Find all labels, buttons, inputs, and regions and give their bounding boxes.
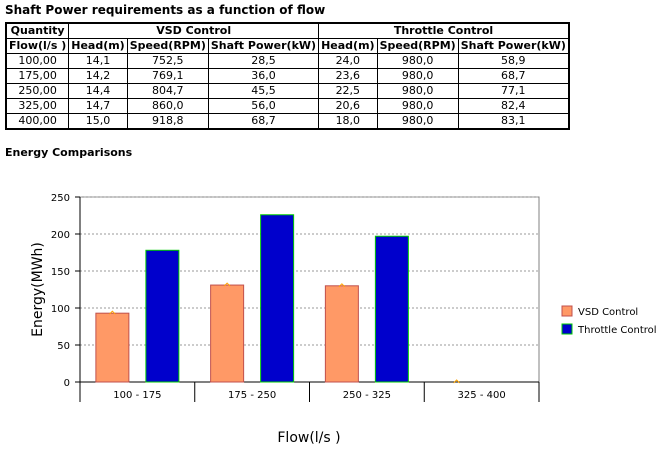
table-cell: 15,0 bbox=[68, 113, 128, 130]
column-header: Head(m) bbox=[68, 38, 128, 54]
table-cell: 23,6 bbox=[318, 68, 378, 84]
table-cell: 68,7 bbox=[207, 113, 320, 130]
column-header: Speed(RPM) bbox=[126, 38, 209, 54]
bar bbox=[145, 249, 180, 383]
bar-marker bbox=[109, 310, 116, 315]
table-cell: 82,4 bbox=[457, 98, 570, 114]
y-axis-title: Energy(MWh) bbox=[30, 242, 46, 337]
table-cell: 980,0 bbox=[376, 83, 459, 99]
legend-label: Throttle Control bbox=[577, 325, 657, 336]
table-cell: 14,7 bbox=[68, 98, 128, 114]
y-tick-label: 0 bbox=[64, 378, 70, 389]
bar bbox=[260, 214, 295, 383]
bar-marker bbox=[223, 282, 231, 287]
y-tick-label: 50 bbox=[57, 341, 70, 352]
bar bbox=[324, 285, 359, 383]
x-tick-label: 325 - 400 bbox=[458, 390, 506, 401]
table-cell: 980,0 bbox=[376, 113, 459, 130]
bar bbox=[210, 284, 245, 383]
x-axis-title: Flow(l/s ) bbox=[277, 430, 340, 446]
table-cell: 83,1 bbox=[457, 113, 570, 130]
table-cell: 769,1 bbox=[126, 68, 209, 84]
table-cell: 14,4 bbox=[68, 83, 128, 99]
y-tick-label: 200 bbox=[51, 230, 70, 241]
legend-label: VSD Control bbox=[578, 307, 638, 318]
legend-swatch bbox=[561, 305, 573, 317]
x-tick-label: 100 - 175 bbox=[113, 390, 161, 401]
bar bbox=[374, 235, 409, 383]
page-title: Shaft Power requirements as a function o… bbox=[5, 3, 326, 17]
table-row: 175,00 14,2 769,1 36,0 23,6 980,0 68,7 bbox=[5, 68, 570, 84]
table-cell: 56,0 bbox=[207, 98, 320, 114]
table-cell: 18,0 bbox=[318, 113, 378, 130]
table-cell: 804,7 bbox=[126, 83, 209, 99]
column-header: Shaft Power(kW) bbox=[207, 38, 320, 54]
bar-marker bbox=[338, 283, 346, 288]
table-cell: 325,00 bbox=[5, 98, 70, 114]
x-tick-label: 250 - 325 bbox=[343, 390, 391, 401]
table-cell: 14,1 bbox=[68, 53, 128, 69]
table-row: 325,00 14,7 860,0 56,0 20,6 980,0 82,4 bbox=[5, 98, 570, 114]
table-cell: 400,00 bbox=[5, 113, 70, 130]
section-title: Energy Comparisons bbox=[5, 146, 133, 159]
legend-swatch bbox=[561, 323, 573, 335]
group-header-quantity: Quantity bbox=[5, 22, 70, 39]
x-tick-label: 175 - 250 bbox=[228, 390, 276, 401]
bar-marker bbox=[453, 379, 460, 384]
y-tick-label: 150 bbox=[51, 267, 70, 278]
table-cell: 14,2 bbox=[68, 68, 128, 84]
y-tick-label: 250 bbox=[51, 193, 70, 204]
y-tick-label: 100 bbox=[51, 304, 70, 315]
shaft-power-table: Quantity VSD Control Throttle Control Fl… bbox=[5, 22, 570, 130]
table-cell: 20,6 bbox=[318, 98, 378, 114]
bar bbox=[95, 312, 130, 383]
table-cell: 860,0 bbox=[126, 98, 209, 114]
table-row: 250,00 14,4 804,7 45,5 22,5 980,0 77,1 bbox=[5, 83, 570, 99]
table-cell: 980,0 bbox=[376, 98, 459, 114]
table-row: 400,00 15,0 918,8 68,7 18,0 980,0 83,1 bbox=[5, 113, 570, 130]
table-cell: 68,7 bbox=[457, 68, 570, 84]
